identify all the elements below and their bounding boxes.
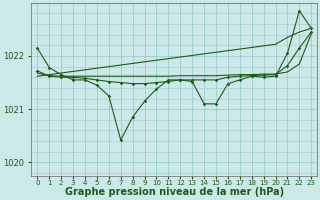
X-axis label: Graphe pression niveau de la mer (hPa): Graphe pression niveau de la mer (hPa): [65, 187, 284, 197]
